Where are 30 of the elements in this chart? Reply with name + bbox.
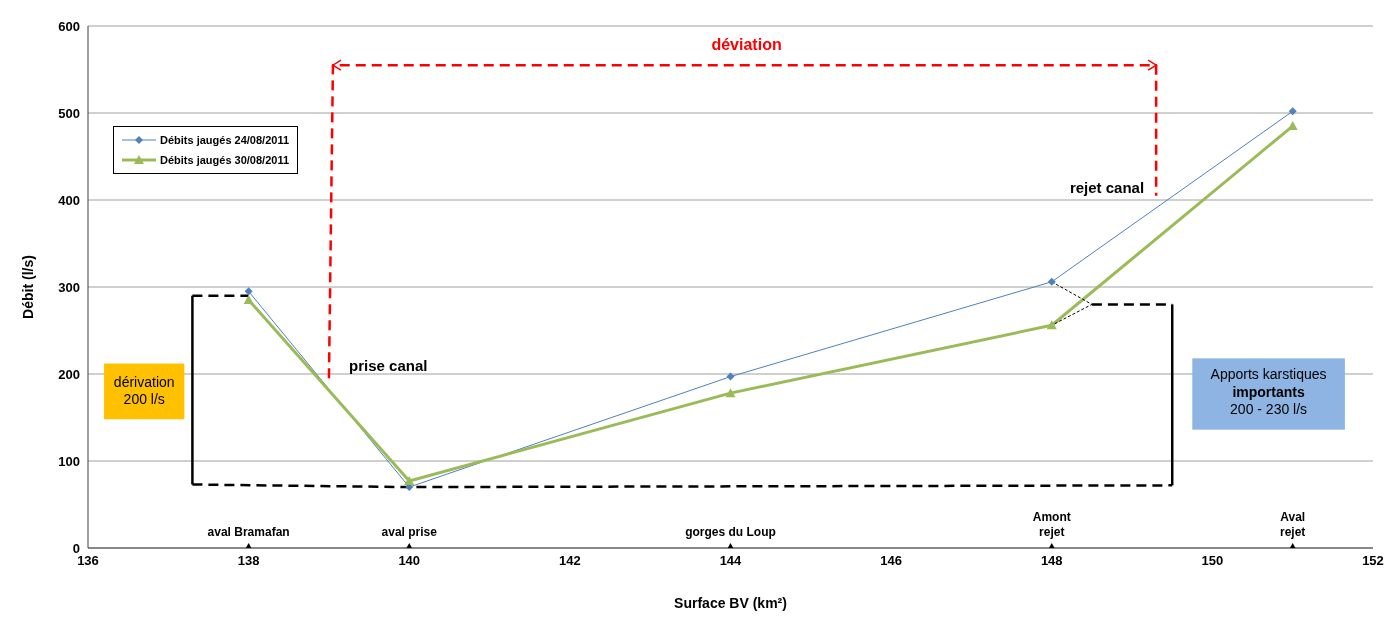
x-tick-label: 140 [398, 553, 421, 569]
annotation: rejet canal [1069, 179, 1145, 197]
x-tick-label: 152 [1362, 553, 1384, 569]
legend-label: Débits jaugés 24/08/2011 [160, 134, 290, 147]
y-tick-label: 200 [58, 366, 80, 382]
annotation: Amont rejet [1032, 510, 1071, 539]
annotation: Aval rejet [1280, 510, 1306, 539]
x-tick-label: 150 [1201, 553, 1224, 569]
y-tick-label: 100 [58, 453, 80, 469]
x-tick-label: 148 [1040, 553, 1063, 569]
y-tick-label: 500 [58, 105, 80, 121]
y-axis-title: Débit (l/s) [19, 255, 36, 319]
x-tick-label: 136 [77, 553, 99, 569]
annotation: aval Bramafan [207, 525, 290, 539]
y-tick-label: 300 [58, 279, 80, 295]
annotation: gorges du Loup [685, 525, 776, 539]
annotation: dérivation 200 l/s [113, 373, 175, 408]
annotation: déviation [711, 36, 782, 54]
y-tick-label: 0 [72, 540, 80, 556]
x-tick-label: 142 [559, 553, 581, 569]
x-tick-label: 144 [719, 553, 743, 569]
y-tick-label: 400 [58, 192, 80, 208]
x-axis-title: Surface BV (km²) [674, 595, 787, 611]
annotation: prise canal [349, 357, 428, 375]
legend-label: Débits jaugés 30/08/2011 [160, 154, 290, 167]
y-tick-label: 600 [58, 18, 80, 34]
x-tick-label: 138 [237, 553, 260, 569]
annotation: Apports karstiques importants 200 - 230 l/s [1210, 366, 1327, 418]
annotation: aval prise [381, 525, 438, 539]
x-tick-label: 146 [880, 553, 902, 569]
